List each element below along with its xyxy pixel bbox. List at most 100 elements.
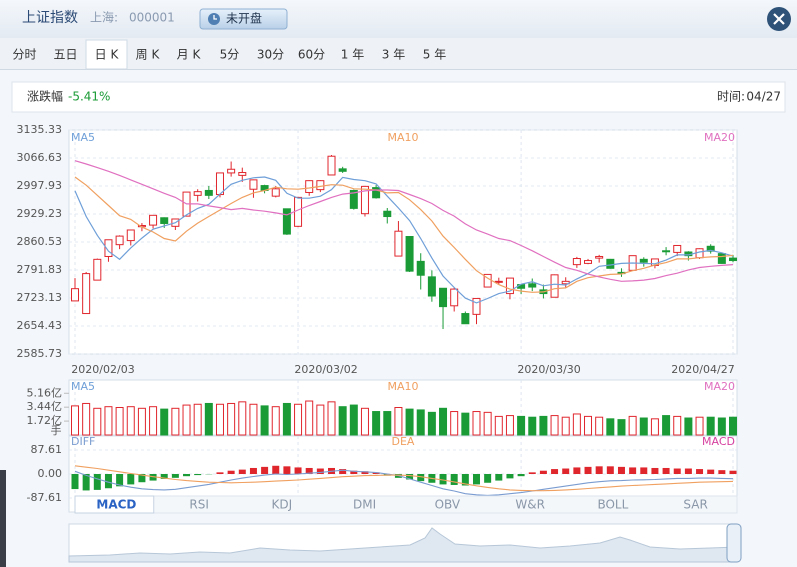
volume-bar <box>160 408 169 436</box>
volume-bar <box>338 406 347 436</box>
volume-bar <box>115 407 124 436</box>
candle-body <box>93 258 102 281</box>
x-tick-label: 2020/03/02 <box>294 363 357 376</box>
tab-label[interactable]: 分时 <box>12 48 36 62</box>
macd-bar <box>484 474 492 483</box>
candle-body <box>338 168 347 172</box>
title: 上证指数 <box>22 10 78 26</box>
volume-bar <box>483 411 492 436</box>
indicator-tab-label[interactable]: SAR <box>683 498 707 512</box>
status-text[interactable]: 未开盘 <box>226 11 262 26</box>
macd-bar <box>662 467 670 474</box>
macd-bar <box>71 474 79 490</box>
tab-label[interactable]: 5分 <box>220 48 240 62</box>
volume-bar <box>71 405 79 436</box>
y-tick-label: 3135.33 <box>17 123 63 136</box>
candle-body <box>584 260 593 264</box>
macd-bar <box>116 474 124 487</box>
legend-label: DEA <box>392 435 415 448</box>
close-x <box>773 13 785 25</box>
tab-label[interactable]: 周 K <box>136 48 161 62</box>
volume-bar <box>126 406 135 436</box>
indicator-tab-label[interactable]: DMI <box>353 498 376 512</box>
volume-bar <box>294 403 303 436</box>
legend-label: MA20 <box>704 380 735 393</box>
volume-bar <box>282 402 291 436</box>
legend-label: MA10 <box>387 380 418 393</box>
tab-label[interactable]: 1 年 <box>341 48 364 62</box>
candle-body <box>82 273 91 315</box>
indicator-tab-label[interactable]: MACD <box>96 498 136 512</box>
status-button-bg[interactable] <box>199 8 288 30</box>
candle-body <box>472 297 481 315</box>
legend-label: DIFF <box>71 435 95 448</box>
macd-bar <box>651 467 659 474</box>
candle-body <box>372 187 381 199</box>
tab-label[interactable]: 30分 <box>257 48 284 62</box>
indicator-tab-label[interactable]: W&R <box>515 498 545 512</box>
macd-bar <box>517 474 525 477</box>
indicator-tab-label[interactable]: RSI <box>189 498 209 512</box>
indicator-tab-label[interactable]: OBV <box>435 498 461 512</box>
navigator-handle[interactable] <box>726 523 742 563</box>
macd-bar <box>461 474 469 486</box>
indicator-tab-label[interactable]: BOLL <box>597 498 628 512</box>
candle-body <box>115 235 124 246</box>
candle-body <box>305 180 314 193</box>
tab-label[interactable]: 五日 <box>53 48 77 62</box>
macd-bar <box>316 468 324 474</box>
volume-bar <box>249 403 258 436</box>
status-button[interactable]: 未开盘 <box>199 8 288 30</box>
macd-bar <box>506 474 514 479</box>
macd-bar <box>104 474 112 489</box>
candle-body <box>249 179 258 190</box>
macd-bar <box>472 474 480 485</box>
price-panel <box>68 129 738 355</box>
candle-body <box>294 196 303 227</box>
candle-body <box>193 191 202 196</box>
volume-bar <box>461 412 470 436</box>
volume-bar <box>606 418 615 436</box>
volume-bar <box>639 417 648 436</box>
tab[interactable] <box>85 39 128 70</box>
macd-bar <box>249 467 257 474</box>
legend-label: MA20 <box>704 131 735 144</box>
volume-bar <box>204 402 213 436</box>
candle-body <box>439 287 448 308</box>
candle-body <box>427 276 436 297</box>
indicator-tab[interactable] <box>74 495 155 514</box>
macd-bar <box>450 474 458 485</box>
close-button[interactable] <box>767 7 791 31</box>
macd-bar <box>562 468 570 474</box>
tab-label[interactable]: 日 K <box>95 48 120 62</box>
volume-bar <box>149 406 158 436</box>
tab-label[interactable]: 5 年 <box>423 48 446 62</box>
tab-label[interactable]: 月 K <box>177 48 202 62</box>
macd-bar <box>673 468 681 474</box>
candle-body <box>729 257 737 262</box>
y-tick-label: 87.61 <box>31 443 63 456</box>
volume-bar <box>394 407 403 436</box>
volume-bar <box>372 411 381 436</box>
volume-bar <box>584 415 593 436</box>
volume-bar <box>662 415 671 436</box>
volume-bar <box>193 403 202 436</box>
candle-body <box>204 189 213 196</box>
candle-body <box>327 155 336 176</box>
volume-bar <box>528 416 537 436</box>
candle-body <box>282 208 291 235</box>
volume-bar <box>550 415 559 436</box>
macd-bar <box>127 474 135 485</box>
indicator-tab-label[interactable]: KDJ <box>272 498 293 512</box>
candle-body <box>595 255 604 259</box>
volume-bar <box>383 411 392 436</box>
macd-line <box>74 465 734 492</box>
tab-label[interactable]: 60分 <box>298 48 325 62</box>
candle-body <box>416 260 425 276</box>
tab-bar <box>0 38 797 70</box>
volume-bar <box>673 415 682 436</box>
tab-label[interactable]: 3 年 <box>382 48 405 62</box>
macd-bar <box>93 474 101 490</box>
